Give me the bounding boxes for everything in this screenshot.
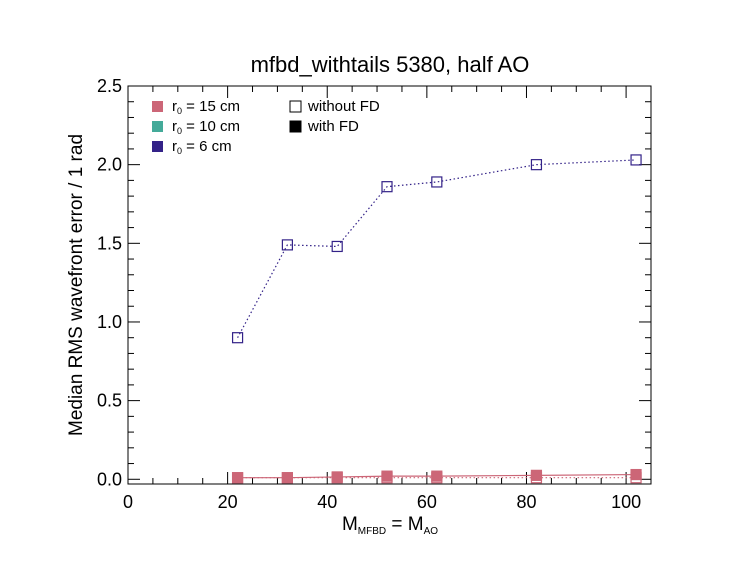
data-point	[381, 181, 393, 193]
data-point	[431, 176, 443, 188]
data-point	[281, 239, 293, 251]
series	[231, 468, 642, 484]
legend-label: r0 = 10 cm	[172, 118, 240, 136]
y-tick-label: 2.5	[97, 76, 122, 96]
data-point	[231, 472, 244, 484]
data-point	[331, 240, 343, 253]
y-axis-label: Median RMS wavefront error / 1 rad	[66, 134, 87, 436]
legend-label: with FD	[307, 118, 359, 135]
legend-label: r0 = 15 cm	[172, 98, 240, 116]
x-tick-label: 20	[218, 492, 238, 512]
y-tick-label: 0.5	[97, 391, 122, 411]
plot-frame	[127, 85, 652, 485]
data-point	[381, 470, 393, 482]
tick-labels: 0 20 40 60 80 100 0.0 0.5 1.0 1.5 2.0 2.5	[97, 76, 641, 512]
x-label-eq: = M	[386, 514, 423, 535]
data-point	[630, 468, 642, 481]
y-tick-label: 0.0	[97, 469, 122, 489]
series-line	[237, 159, 637, 338]
axis-ticks	[127, 85, 652, 484]
x-label-sub2: AO	[424, 526, 439, 537]
data-point	[231, 332, 244, 344]
series-layer	[231, 154, 642, 484]
legend-filled-marker	[289, 120, 302, 133]
legend-label: r0 = 6 cm	[172, 138, 232, 156]
data-point	[530, 159, 543, 171]
x-tick-label: 80	[516, 492, 536, 512]
x-axis-label: MMFBD = MAO	[342, 514, 438, 537]
series	[231, 154, 642, 344]
x-label-main: M	[342, 514, 358, 535]
legend-label: without FD	[307, 98, 380, 115]
data-point	[530, 469, 543, 481]
legend-open-marker	[289, 100, 302, 113]
y-tick-label: 1.5	[97, 233, 122, 253]
chart-title: mfbd_withtails 5380, half AO	[251, 52, 530, 77]
y-tick-label: 2.0	[97, 155, 122, 175]
x-tick-label: 0	[123, 492, 133, 512]
y-tick-label: 1.0	[97, 312, 122, 332]
x-tick-label: 60	[417, 492, 437, 512]
data-point	[431, 470, 443, 482]
legend: r0 = 15 cm r0 = 10 cm r0 = 6 cm without FD w…	[152, 98, 380, 156]
legend-swatch	[152, 141, 163, 152]
x-tick-label: 40	[317, 492, 337, 512]
legend-swatch	[152, 101, 163, 112]
x-label-sub: MFBD	[358, 526, 386, 537]
legend-swatch	[152, 121, 163, 132]
data-point	[630, 154, 642, 166]
x-tick-label: 100	[611, 492, 641, 512]
data-point	[331, 471, 343, 483]
data-point	[281, 472, 293, 484]
